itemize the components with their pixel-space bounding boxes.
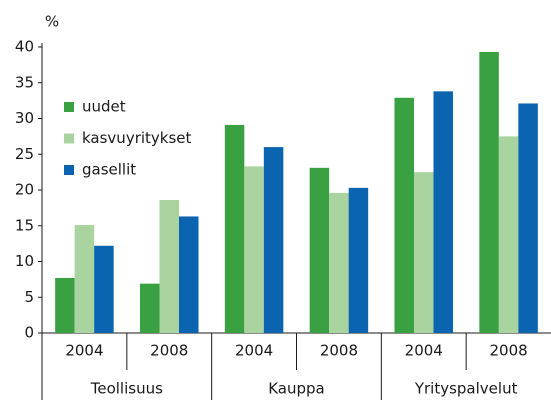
bar: [179, 216, 199, 333]
y-tick-label: 25: [15, 145, 34, 163]
bar: [263, 147, 284, 333]
x-tick-label: 2004: [65, 342, 103, 360]
bar: [518, 103, 538, 333]
y-tick-label: 35: [15, 73, 34, 91]
group-label: Kauppa: [268, 380, 325, 398]
bar: [94, 245, 114, 333]
bar: [414, 172, 434, 333]
bar: [348, 187, 369, 333]
legend-swatch: [64, 102, 74, 112]
bar: [498, 136, 519, 333]
y-tick-label: 15: [15, 216, 34, 234]
x-tick-label: 2008: [150, 342, 188, 360]
x-tick-label: 2004: [235, 342, 273, 360]
group-label: Yrityspalvelut: [414, 380, 518, 398]
x-tick-label: 2008: [320, 342, 358, 360]
group-label: Teollisuus: [90, 380, 163, 398]
legend-label: gasellit: [82, 161, 136, 179]
x-tick-label: 2004: [405, 342, 443, 360]
bar: [74, 225, 95, 333]
bar: [394, 97, 414, 333]
legend-label: uudet: [82, 98, 126, 116]
bar: [329, 192, 349, 333]
x-tick-label: 2008: [489, 342, 527, 360]
legend-swatch: [64, 165, 74, 175]
bar: [55, 277, 75, 333]
bar: [433, 91, 453, 333]
bar: [140, 283, 160, 333]
legend-label: kasvuyritykset: [82, 129, 192, 147]
y-tick-label: 30: [15, 109, 34, 127]
y-tick-label: 5: [24, 288, 34, 306]
y-tick-label: 20: [15, 181, 34, 199]
y-tick-label: 10: [15, 252, 34, 270]
y-tick-label: 40: [15, 38, 34, 56]
legend-swatch: [64, 133, 74, 144]
bar: [159, 200, 179, 333]
bar: [309, 167, 330, 333]
bar: [224, 124, 245, 333]
y-unit: %: [45, 13, 59, 31]
bar: [244, 166, 264, 333]
y-tick-label: 0: [24, 324, 34, 342]
bar: [479, 52, 499, 333]
